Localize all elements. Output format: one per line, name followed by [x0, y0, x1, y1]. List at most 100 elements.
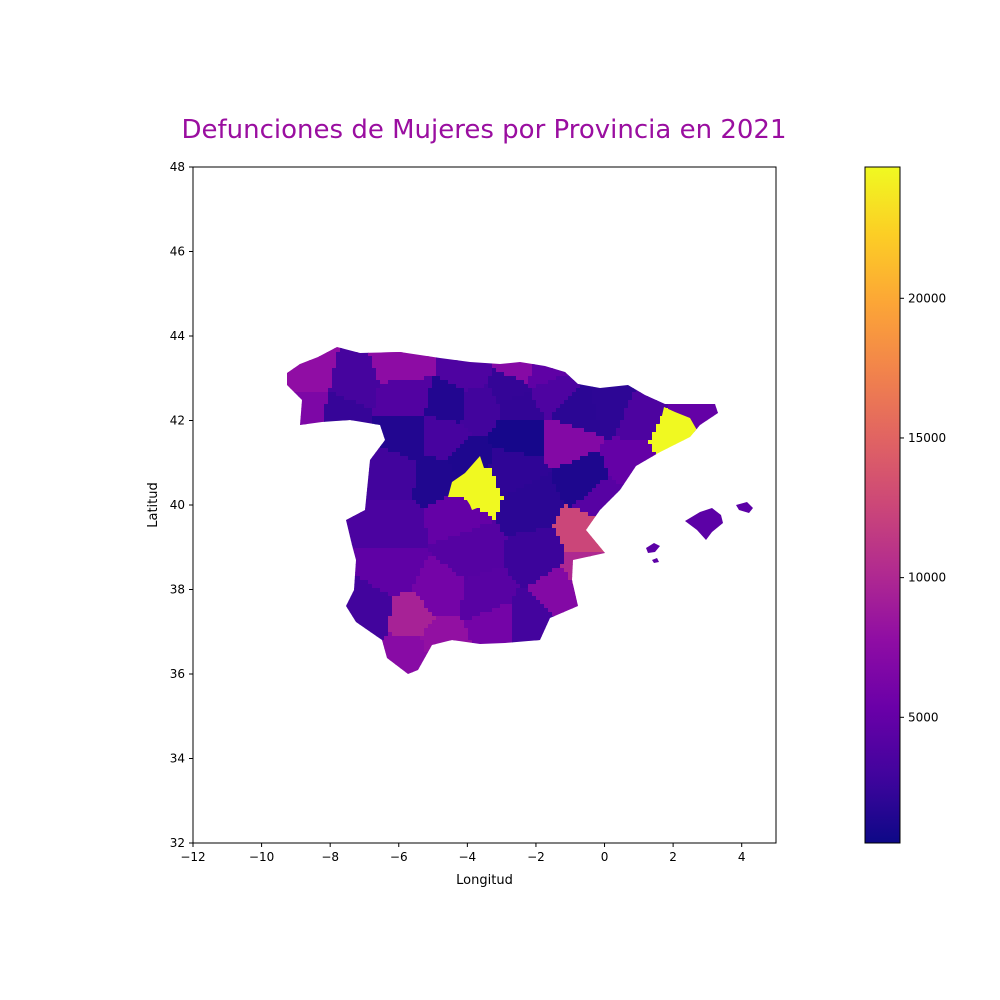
colorbar — [864, 166, 901, 844]
province-cell — [544, 436, 605, 441]
province-cell — [544, 424, 573, 429]
province-cell — [468, 576, 513, 581]
province-cell — [512, 624, 565, 629]
province-cell — [456, 448, 493, 453]
chart-title: Defunciones de Mujeres por Provincia en … — [182, 115, 787, 145]
province-cell — [380, 588, 413, 593]
province-cell — [504, 556, 565, 561]
province-cell — [576, 388, 593, 393]
province-cell — [480, 612, 513, 617]
province-cell — [544, 440, 605, 445]
province-cell — [324, 556, 429, 561]
province-cell — [472, 528, 501, 533]
province-cell — [412, 584, 465, 589]
province-cell — [468, 428, 493, 433]
province-cell — [376, 368, 437, 373]
province-cell — [508, 568, 553, 573]
province-cell — [620, 436, 653, 441]
province-cell — [456, 384, 485, 389]
province-cell — [532, 372, 569, 377]
x-tick-label: −12 — [180, 850, 205, 864]
y-tick-label: 34 — [170, 752, 185, 766]
province-cell — [376, 372, 437, 377]
province-cell — [400, 452, 425, 457]
province-cell — [524, 392, 533, 397]
province-cell — [324, 416, 373, 421]
province-cell — [287, 376, 333, 381]
province-cell — [488, 380, 525, 385]
province-cell — [452, 464, 489, 469]
province-cell — [504, 564, 561, 569]
province-cell — [392, 596, 421, 601]
province-cell — [596, 416, 625, 421]
province-cell — [436, 616, 461, 621]
province-cell — [460, 532, 505, 537]
province-cell — [364, 404, 377, 409]
province-cell — [376, 640, 425, 645]
province-cell — [596, 484, 625, 489]
colorbar-tick-label: 5000 — [908, 710, 939, 724]
colorbar-tick-label: 15000 — [908, 431, 946, 445]
colorbar-tick-label: 20000 — [908, 291, 946, 305]
province-cell — [560, 492, 589, 497]
province-cell — [556, 488, 593, 493]
province-cell — [596, 432, 601, 437]
province-cell — [287, 380, 333, 385]
province-cell — [480, 524, 501, 529]
province-cell — [287, 416, 325, 421]
province-cell — [524, 380, 529, 385]
province-cell — [512, 600, 541, 605]
province-cell — [320, 480, 417, 485]
province-cell — [564, 500, 577, 505]
province-cell — [332, 384, 381, 389]
province-cell — [556, 520, 609, 525]
province-cell — [287, 360, 337, 365]
x-tick-label: −10 — [249, 850, 274, 864]
province-cell — [368, 648, 425, 653]
province-cell — [504, 540, 561, 545]
province-cell — [428, 536, 449, 541]
province-cell — [460, 604, 501, 609]
province-cell — [432, 376, 441, 381]
province-cell — [500, 508, 561, 513]
province-cell — [424, 432, 473, 437]
province-cell — [464, 412, 501, 417]
province-cell — [632, 396, 669, 401]
province-cell — [536, 400, 565, 405]
province-cell — [492, 456, 545, 461]
province-cell — [360, 656, 429, 661]
province-cell — [416, 468, 453, 473]
province-cell — [416, 484, 461, 489]
province-cell — [336, 356, 373, 361]
province-cell — [536, 596, 585, 601]
province-cell — [464, 424, 497, 429]
province-cell — [492, 608, 513, 613]
y-tick-label: 42 — [170, 414, 185, 428]
province-cell — [496, 484, 525, 489]
province-cell — [544, 460, 573, 465]
province-cell — [500, 492, 509, 497]
province-cell — [368, 580, 417, 585]
province-cell — [552, 568, 565, 573]
province-cell — [592, 488, 629, 493]
province-cell — [516, 588, 529, 593]
madrid-province — [448, 456, 500, 510]
province-cell — [436, 540, 505, 545]
province-cell — [540, 576, 569, 581]
y-tick-label: 44 — [170, 329, 185, 343]
province-cell — [624, 412, 665, 417]
province-cell — [400, 592, 417, 597]
province-cell — [448, 380, 489, 385]
province-cell — [340, 464, 417, 469]
province-cell — [428, 528, 473, 533]
province-cell — [680, 420, 718, 425]
province-cell — [540, 600, 589, 605]
province-cell — [560, 420, 601, 425]
province-cell — [416, 464, 453, 469]
province-cell — [492, 452, 525, 457]
province-cell — [668, 404, 718, 409]
province-cell — [496, 400, 501, 405]
province-cell — [496, 368, 533, 373]
province-cell — [504, 448, 545, 453]
province-cell — [492, 568, 509, 573]
